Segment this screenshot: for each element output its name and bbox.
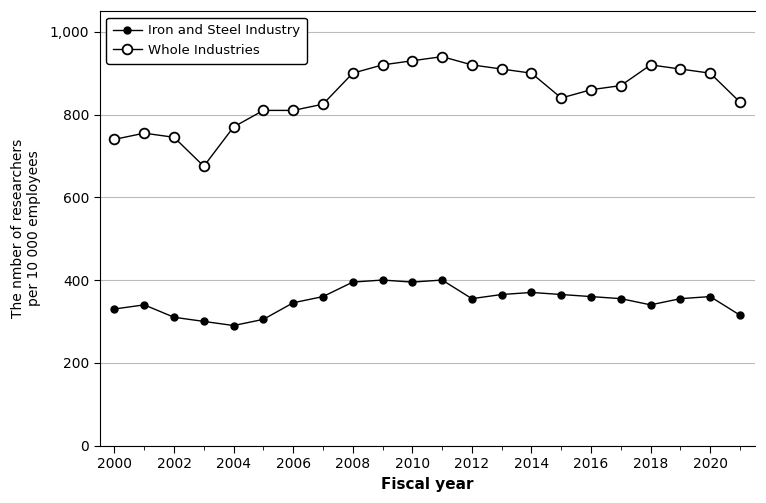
Whole Industries: [378, 62, 387, 68]
Iron and Steel Industry: [437, 277, 447, 283]
Iron and Steel Industry: [229, 322, 238, 328]
Whole Industries: [497, 66, 506, 72]
Iron and Steel Industry: [199, 318, 208, 324]
Whole Industries: [437, 54, 447, 60]
Line: Whole Industries: Whole Industries: [110, 52, 745, 171]
Whole Industries: [527, 70, 536, 76]
Iron and Steel Industry: [378, 277, 387, 283]
Iron and Steel Industry: [735, 312, 745, 318]
Whole Industries: [349, 70, 358, 76]
Iron and Steel Industry: [169, 314, 178, 320]
Whole Industries: [408, 58, 417, 64]
Whole Industries: [110, 136, 119, 142]
Whole Industries: [319, 101, 328, 107]
Whole Industries: [229, 124, 238, 130]
Whole Industries: [646, 62, 655, 68]
Whole Industries: [139, 130, 149, 136]
Whole Industries: [259, 107, 268, 113]
Whole Industries: [557, 95, 566, 101]
Iron and Steel Industry: [705, 294, 715, 300]
Iron and Steel Industry: [497, 292, 506, 298]
X-axis label: Fiscal year: Fiscal year: [381, 477, 473, 492]
Iron and Steel Industry: [259, 316, 268, 322]
Iron and Steel Industry: [676, 296, 685, 302]
Iron and Steel Industry: [408, 279, 417, 285]
Iron and Steel Industry: [110, 306, 119, 312]
Whole Industries: [587, 87, 596, 93]
Iron and Steel Industry: [587, 294, 596, 300]
Whole Industries: [705, 70, 715, 76]
Y-axis label: The nmber of researchers
per 10 000 employees: The nmber of researchers per 10 000 empl…: [11, 139, 41, 318]
Iron and Steel Industry: [646, 302, 655, 308]
Iron and Steel Industry: [139, 302, 149, 308]
Iron and Steel Industry: [527, 289, 536, 295]
Iron and Steel Industry: [467, 296, 476, 302]
Iron and Steel Industry: [319, 294, 328, 300]
Legend: Iron and Steel Industry, Whole Industries: Iron and Steel Industry, Whole Industrie…: [106, 18, 307, 63]
Whole Industries: [467, 62, 476, 68]
Iron and Steel Industry: [349, 279, 358, 285]
Whole Industries: [617, 82, 626, 89]
Whole Industries: [676, 66, 685, 72]
Iron and Steel Industry: [617, 296, 626, 302]
Whole Industries: [199, 163, 208, 170]
Whole Industries: [169, 134, 178, 140]
Iron and Steel Industry: [289, 300, 298, 306]
Whole Industries: [289, 107, 298, 113]
Whole Industries: [735, 99, 745, 105]
Iron and Steel Industry: [557, 292, 566, 298]
Line: Iron and Steel Industry: Iron and Steel Industry: [111, 277, 744, 329]
